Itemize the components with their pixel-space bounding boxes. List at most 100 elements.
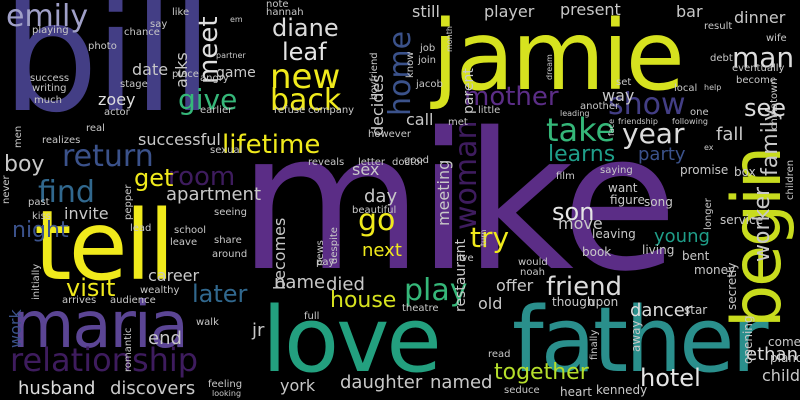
word-finally: finally	[589, 329, 600, 360]
word-star: star	[684, 303, 708, 317]
word-play: play	[404, 273, 468, 308]
word-stage: stage	[120, 79, 148, 90]
word-emily: emily	[6, 0, 89, 34]
word-sexual: sexual	[210, 145, 243, 156]
word-love: love	[262, 288, 442, 393]
word-chance: chance	[124, 27, 160, 38]
word-doctor: doctor	[392, 157, 425, 168]
word-however: however	[368, 129, 411, 140]
word-box: box	[734, 165, 756, 179]
word-realizes: realizes	[42, 135, 81, 146]
word-jacob: jacob	[416, 79, 443, 90]
word-get: get	[134, 164, 174, 192]
word-noah: noah	[520, 267, 545, 278]
word-kennedy: kennedy	[596, 383, 648, 397]
word-go: go	[358, 203, 396, 238]
word-pepper: pepper	[123, 184, 134, 220]
word-successful: successful	[138, 130, 221, 149]
word-help: help	[704, 83, 722, 92]
word-sex: sex	[352, 160, 380, 179]
word-looking: looking	[212, 389, 242, 398]
word-say: say	[150, 19, 168, 30]
word-living: living	[642, 243, 675, 257]
word-relationship: relationship	[10, 341, 199, 379]
word-move: move	[558, 214, 603, 233]
word-seeing: seeing	[214, 207, 247, 218]
word-beautiful: beautiful	[352, 205, 397, 216]
word-note: note	[266, 0, 289, 10]
word-saying: saying	[600, 165, 633, 176]
word-leaving: leaving	[592, 227, 636, 241]
word-much: much	[34, 95, 62, 106]
word-em: em	[230, 15, 243, 24]
word-playing: playing	[32, 25, 69, 36]
word-daughter: daughter	[340, 372, 423, 393]
word-see: see	[744, 94, 787, 122]
word-men: men	[13, 125, 24, 148]
word-parent: parent	[461, 68, 477, 114]
word-new: new	[270, 57, 341, 97]
word-woman: woman	[449, 120, 484, 230]
word-book: book	[582, 245, 612, 259]
word-secretly: secretly	[725, 262, 739, 310]
word-mike: mike	[238, 92, 678, 313]
word-lead: lead	[130, 223, 152, 234]
word-set: set	[616, 77, 632, 88]
word-jamie: jamie	[432, 0, 685, 112]
word-try: try	[470, 221, 510, 254]
word-know: know	[405, 51, 416, 78]
word-seduce: seduce	[504, 385, 540, 396]
word-friend: friend	[546, 272, 623, 302]
word-live: live	[456, 253, 474, 264]
word-wife: wife	[766, 33, 787, 44]
word-another: another	[580, 101, 620, 112]
word-earlier: earlier	[200, 105, 233, 116]
word-boyfriend: boyfriend	[369, 52, 380, 100]
word-letter: letter	[358, 157, 386, 168]
word-figure: figure	[610, 193, 645, 207]
word-old: old	[478, 294, 503, 313]
word-film: film	[556, 171, 575, 182]
word-share: share	[214, 235, 242, 246]
word-room: room	[168, 162, 236, 192]
word-mother: mother	[464, 82, 559, 112]
word-meeting: meeting	[434, 159, 453, 226]
word-romantic: romantic	[123, 327, 134, 372]
word-full: full	[304, 311, 320, 322]
word-dancer: dancer	[630, 300, 693, 321]
word-arrives: arrives	[62, 295, 97, 306]
word-bent: bent	[682, 249, 710, 263]
word-met: met	[448, 117, 468, 128]
word-read: read	[488, 349, 511, 360]
word-never: never	[1, 175, 12, 204]
word-month: month	[445, 26, 454, 52]
word-father: father	[512, 288, 769, 393]
word-present: present	[560, 0, 621, 19]
word-invite: invite	[64, 204, 109, 223]
word-visit: visit	[66, 274, 116, 302]
word-boy: boy	[4, 152, 45, 177]
word-leave: leave	[170, 237, 198, 248]
word-child: child	[762, 366, 800, 385]
word-join: join	[418, 55, 437, 66]
word-result: result	[704, 21, 733, 32]
word-service: service	[720, 213, 763, 227]
word-theatre: theatre	[402, 303, 439, 314]
word-ethan: ethan	[746, 344, 798, 365]
word-player: player	[484, 2, 535, 21]
word-though: though	[552, 295, 595, 309]
word-eventually: eventually	[732, 63, 785, 74]
word-like: like	[172, 7, 190, 18]
word-walk: walk	[196, 317, 219, 328]
word-man: man	[732, 41, 795, 74]
word-writing: writing	[32, 83, 67, 94]
word-lifetime: lifetime	[222, 130, 321, 160]
word-kiss: kiss	[32, 211, 51, 222]
word-upon: upon	[588, 295, 619, 309]
word-little: little	[478, 105, 501, 116]
word-give: give	[178, 83, 238, 116]
word-diane: diane	[272, 14, 339, 42]
word-pay: pay	[316, 257, 335, 268]
word-restaurant: restaurant	[453, 239, 469, 312]
